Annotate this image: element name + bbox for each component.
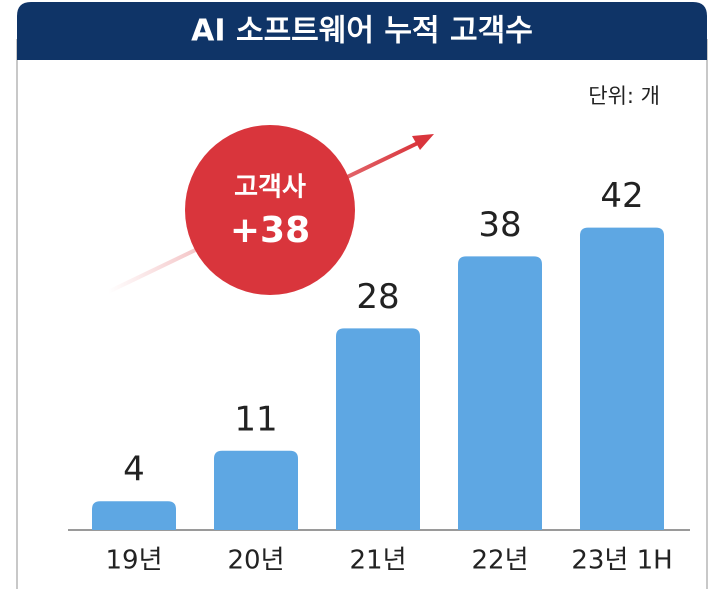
badge-value: +38 <box>230 210 310 251</box>
bar <box>214 450 298 530</box>
x-tick-label: 21년 <box>349 546 406 576</box>
x-tick-label: 19년 <box>105 546 162 576</box>
bar <box>336 328 420 530</box>
value-label: 38 <box>478 205 521 245</box>
bar <box>580 227 664 530</box>
x-tick-label: 20년 <box>227 546 284 576</box>
chart-title: AI 소프트웨어 누적 고객수 <box>191 14 533 49</box>
header <box>17 2 707 60</box>
value-label: 28 <box>356 277 399 317</box>
badge <box>185 125 355 295</box>
x-tick-label: 22년 <box>471 546 528 576</box>
bar <box>458 256 542 530</box>
value-label: 4 <box>123 450 145 490</box>
value-label: 11 <box>234 399 277 439</box>
badge-label: 고객사 <box>234 173 306 203</box>
value-label: 42 <box>600 176 643 216</box>
x-tick-label: 23년 1H <box>571 546 672 576</box>
bar <box>92 501 176 530</box>
arrow-head <box>412 134 434 150</box>
unit-label: 단위: 개 <box>588 84 660 108</box>
